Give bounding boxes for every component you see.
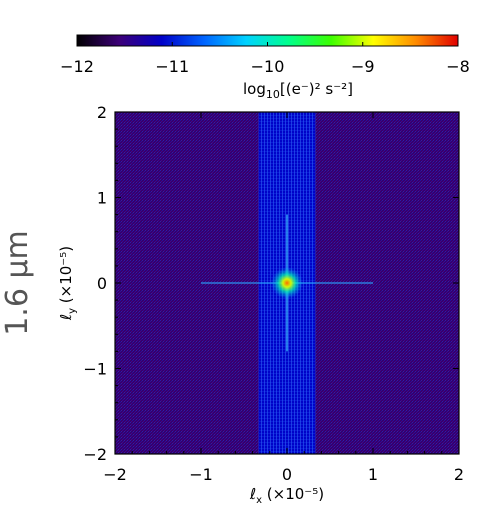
- colorbar-tick-label: −12: [60, 57, 94, 76]
- colorbar-tick-label: −10: [251, 57, 285, 76]
- x-tick-label: 2: [454, 465, 464, 484]
- y-axis-ticks: −2 −1 0 1 2: [83, 103, 459, 464]
- central-peak: [271, 267, 303, 299]
- y-tick-label: 0: [97, 274, 107, 293]
- colorbar-label: log10[(e⁻)² s⁻²]: [243, 80, 353, 101]
- x-axis-label: ℓx (×10⁻⁵): [249, 485, 324, 506]
- y-tick-label: −1: [83, 360, 107, 379]
- y-axis-label: ℓy (×10⁻⁵): [57, 246, 78, 321]
- y-tick-label: 2: [97, 103, 107, 122]
- x-tick-label: −1: [189, 465, 213, 484]
- colorbar-tick-label: −9: [351, 57, 375, 76]
- wavelength-label: 1.6 μm: [0, 230, 35, 336]
- y-tick-label: 1: [97, 189, 107, 208]
- colorbar-tick-label: −8: [446, 57, 470, 76]
- heatmap-image: [115, 112, 459, 454]
- colorbar-ticks: −12 −11 −10 −9 −8: [60, 42, 470, 76]
- x-tick-label: −2: [103, 465, 127, 484]
- colorbar: −12 −11 −10 −9 −8 log10[(e⁻)² s⁻²]: [60, 34, 470, 101]
- y-tick-label: −2: [83, 445, 107, 464]
- colorbar-tick-label: −11: [155, 57, 189, 76]
- x-axis-ticks: −2 −1 0 1 2: [103, 112, 464, 484]
- x-tick-label: 0: [282, 465, 292, 484]
- heatmap-plot: −2 −1 0 1 2 −2 −1 0 1 2 ℓx (×10⁻⁵) ℓy (×10⁻⁵): [57, 103, 464, 506]
- x-tick-label: 1: [368, 465, 378, 484]
